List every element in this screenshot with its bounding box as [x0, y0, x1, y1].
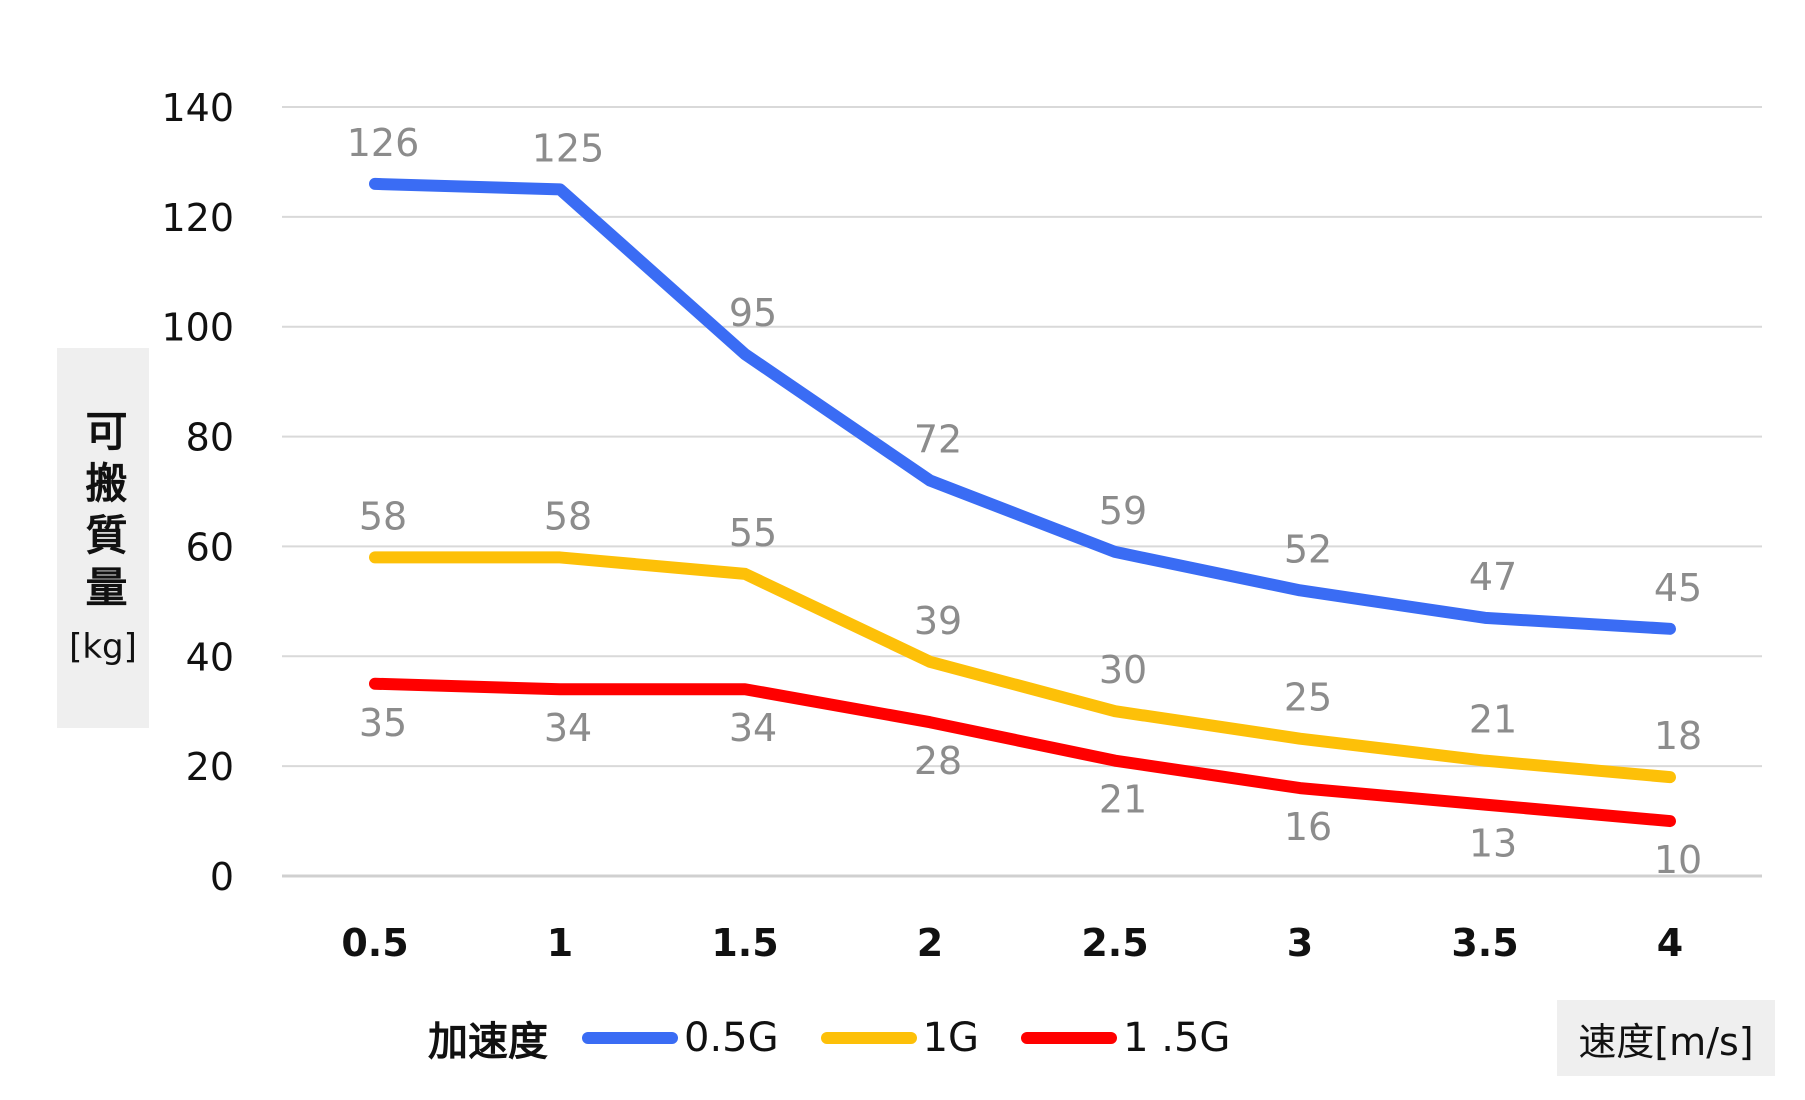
legend-swatch [820, 1032, 917, 1044]
legend-label: 1 .5G [1123, 1015, 1231, 1061]
legend-item-0.5g: 0.5G [582, 1015, 779, 1061]
data-labels: 126 125 95 72 59 52 47 45 58 58 55 39 30 25 21 18 35 34 34… [347, 121, 1702, 882]
series-line [369, 551, 1676, 784]
x-tick-label: 1.5 [711, 921, 778, 965]
data-label: 13 [1469, 822, 1517, 866]
data-label: 16 [1284, 805, 1332, 849]
data-label: 21 [1099, 778, 1147, 822]
legend-swatch [1021, 1032, 1118, 1044]
data-label: 39 [914, 599, 962, 643]
y-tick-label: 20 [186, 745, 234, 789]
x-tick-label: 2.5 [1081, 921, 1148, 965]
x-tick-label: 1 [547, 921, 573, 965]
series-line [369, 177, 1676, 635]
gridlines [282, 106, 1762, 878]
y-tick-label: 80 [186, 416, 234, 460]
y-axis-label: 可搬質量 [79, 409, 128, 617]
data-label: 52 [1284, 527, 1332, 571]
data-label: 35 [359, 701, 407, 745]
x-axis-ticks: 0.5 1 1.5 2 2.5 3 3.5 4 [341, 921, 1683, 965]
y-tick-label: 100 [161, 306, 234, 350]
data-label: 58 [359, 494, 407, 538]
legend-swatch [582, 1032, 678, 1044]
y-tick-label: 140 [161, 86, 234, 130]
legend-label: 1G [922, 1015, 980, 1061]
data-label: 34 [729, 706, 777, 750]
y-axis-unit: [kg] [69, 627, 137, 667]
data-label: 25 [1284, 676, 1332, 720]
legend-item-1g: 1G [820, 1015, 980, 1061]
x-tick-label: 2 [917, 921, 943, 965]
legend-label: 0.5G [684, 1015, 779, 1061]
data-label: 95 [729, 291, 777, 335]
data-label: 125 [532, 126, 605, 170]
data-label: 72 [914, 418, 962, 462]
data-label: 10 [1654, 838, 1702, 882]
y-axis-title: 可搬質量 [kg] [57, 348, 149, 728]
x-tick-label: 3.5 [1451, 921, 1518, 965]
legend-title: 加速度 [428, 1019, 548, 1065]
data-label: 55 [729, 511, 777, 555]
data-label: 18 [1654, 714, 1702, 758]
y-tick-label: 120 [161, 196, 234, 240]
data-label: 21 [1469, 698, 1517, 742]
legend-item-1.5g: 1 .5G [1021, 1015, 1230, 1061]
y-tick-label: 40 [186, 635, 234, 679]
data-label: 34 [544, 706, 592, 750]
y-axis-ticks: 0 20 40 60 80 100 120 140 [161, 86, 234, 899]
x-tick-label: 0.5 [341, 921, 408, 965]
data-label: 47 [1469, 555, 1517, 599]
data-label: 126 [347, 121, 420, 165]
x-tick-label: 3 [1287, 921, 1313, 965]
series-lines [369, 177, 1676, 828]
data-label: 30 [1099, 648, 1147, 692]
data-label: 58 [544, 494, 592, 538]
x-tick-label: 4 [1657, 921, 1683, 965]
y-tick-label: 60 [186, 525, 234, 569]
legend: 加速度 0.5G 1G 1 .5G [428, 1008, 1272, 1068]
data-label: 45 [1654, 566, 1702, 610]
data-label: 28 [914, 739, 962, 783]
y-tick-label: 0 [210, 855, 234, 899]
x-axis-title: 速度[m/s] [1557, 1000, 1775, 1076]
data-label: 59 [1099, 489, 1147, 533]
series-line [369, 677, 1676, 828]
